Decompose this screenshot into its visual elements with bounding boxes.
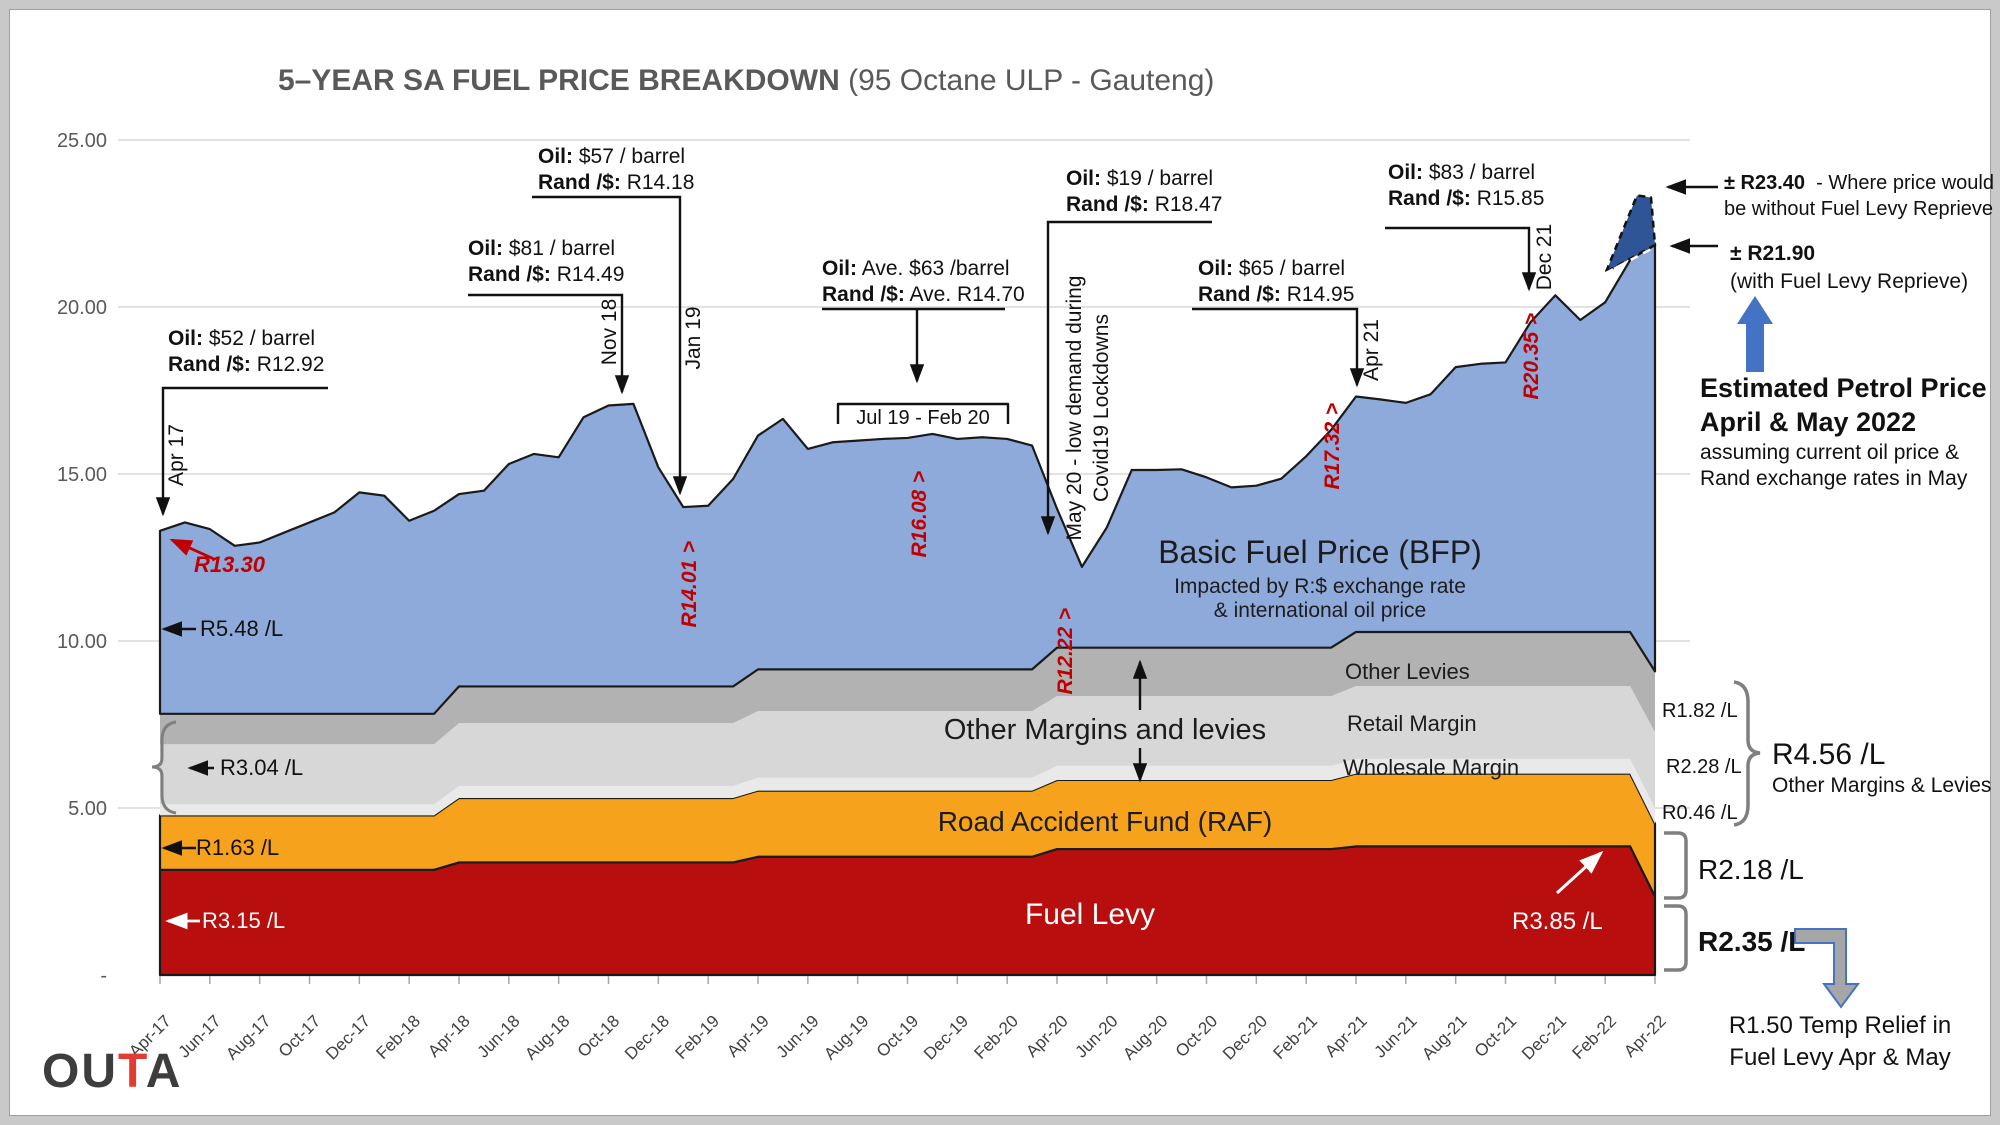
component-other-levies: R1.82 /L xyxy=(1662,700,1738,722)
svg-text:Jun-19: Jun-19 xyxy=(772,1011,822,1061)
up-arrow-glyph: > xyxy=(1321,402,1344,415)
svg-text:Feb-21: Feb-21 xyxy=(1269,1011,1321,1063)
callout-apr17: Oil: $52 / barrel Rand /$: R12.92 xyxy=(168,327,325,377)
label-fuel-levy-385: R3.85 /L xyxy=(1512,908,1603,935)
estimate-title2: April & May 2022 xyxy=(1700,406,1917,437)
up-arrow-glyph: > xyxy=(1054,607,1077,620)
price-marker-apr17: R13.30 xyxy=(194,552,265,577)
svg-text:Oct-17: Oct-17 xyxy=(275,1011,325,1061)
no-reprieve-price: ± R23.40 xyxy=(1724,172,1806,194)
svg-text:Feb-22: Feb-22 xyxy=(1568,1011,1620,1063)
price-marker-oct19: R16.08> xyxy=(908,470,931,558)
title-main: 5–YEAR SA FUEL PRICE BREAKDOWN xyxy=(278,64,840,97)
callout-jan19: Oil: $57 / barrel Rand /$: R14.18 xyxy=(538,145,695,195)
svg-text:Dec-20: Dec-20 xyxy=(1219,1011,1271,1063)
left-label-margins: R3.04 /L xyxy=(220,755,304,780)
page-title: 5–YEAR SA FUEL PRICE BREAKDOWN (95 Octan… xyxy=(278,64,1214,98)
svg-text:Apr-22: Apr-22 xyxy=(1620,1011,1670,1061)
date-label-apr21: Apr 21 xyxy=(1360,319,1383,381)
svg-text:10.00: 10.00 xyxy=(57,631,107,653)
component-wholesale: R0.46 /L xyxy=(1662,802,1738,824)
estimate-sub2: Rand exchange rates in May xyxy=(1700,466,1968,490)
svg-text:Jun-21: Jun-21 xyxy=(1370,1011,1420,1061)
component-retail: R2.28 /L xyxy=(1666,756,1742,778)
outa-logo: OUTA xyxy=(42,1045,183,1098)
svg-text:Aug-17: Aug-17 xyxy=(222,1011,274,1063)
svg-text:Dec-17: Dec-17 xyxy=(322,1011,374,1063)
svg-text:-: - xyxy=(100,965,107,987)
svg-text:20.00: 20.00 xyxy=(57,297,107,319)
band-label-other-levies: Other Levies xyxy=(1345,659,1470,684)
svg-text:Aug-19: Aug-19 xyxy=(820,1011,872,1063)
band-label-fuel-levy: Fuel Levy xyxy=(1024,898,1156,931)
bfp-sub1: Impacted by R:$ exchange rate xyxy=(1174,575,1466,598)
date-label-nov18: Nov 18 xyxy=(598,298,621,366)
band-label-retail-margin: Retail Margin xyxy=(1347,711,1477,736)
relief-note: R1.50 Temp Relief in Fuel Levy Apr & May xyxy=(1728,1012,1952,1072)
margins-total-block: R4.56 /L Other Margins & Levies xyxy=(1772,738,1991,798)
band-label-other-margins: Other Margins and levies xyxy=(943,714,1267,746)
callout-apr21: Oil: $65 / barrel Rand /$: R14.95 xyxy=(1198,257,1355,307)
svg-text:Aug-20: Aug-20 xyxy=(1119,1011,1171,1063)
margins-total: R4.56 /L xyxy=(1772,738,1886,771)
svg-text:Jun-18: Jun-18 xyxy=(473,1011,523,1061)
price-marker-dec21: R20.35> xyxy=(1520,312,1543,400)
svg-text:Dec-21: Dec-21 xyxy=(1518,1011,1570,1063)
svg-text:Aug-18: Aug-18 xyxy=(521,1011,573,1063)
svg-text:Oct-20: Oct-20 xyxy=(1172,1011,1222,1061)
estimate-sub1: assuming current oil price & xyxy=(1700,440,1960,464)
callout-jul19-feb20: Oil: Ave. $63 /barrel Rand /$: Ave. R14.… xyxy=(822,257,1025,307)
no-reprieve-note: ± R23.40 - Where price would be without … xyxy=(1724,172,1994,220)
raf-total: R2.18 /L xyxy=(1698,854,1804,885)
svg-text:Jun-20: Jun-20 xyxy=(1071,1011,1121,1061)
up-arrow-glyph: > xyxy=(1520,312,1543,325)
title-sub: (95 Octane ULP - Gauteng) xyxy=(848,64,1215,97)
svg-text:5.00: 5.00 xyxy=(68,798,107,820)
bracket-label-jul19-feb20: Jul 19 - Feb 20 xyxy=(856,407,990,429)
svg-text:Feb-18: Feb-18 xyxy=(372,1011,424,1063)
logo-red-letter: T xyxy=(118,1045,146,1098)
svg-text:Oct-19: Oct-19 xyxy=(873,1011,923,1061)
svg-text:Feb-20: Feb-20 xyxy=(970,1011,1022,1063)
svg-text:Apr-19: Apr-19 xyxy=(723,1011,773,1061)
band-label-wholesale-margin: Wholesale Margin xyxy=(1343,755,1520,780)
up-arrow-glyph: > xyxy=(908,470,931,483)
bfp-sub2: & international oil price xyxy=(1213,599,1427,622)
svg-text:Feb-19: Feb-19 xyxy=(671,1011,723,1063)
svg-text:Aug-21: Aug-21 xyxy=(1418,1011,1470,1063)
svg-text:Apr-20: Apr-20 xyxy=(1022,1011,1072,1061)
svg-text:25.00: 25.00 xyxy=(57,130,107,152)
margins-total-label: Other Margins & Levies xyxy=(1772,774,1992,797)
svg-text:Oct-21: Oct-21 xyxy=(1471,1011,1521,1061)
estimate-note: Estimated Petrol Price April & May 2022 … xyxy=(1700,372,1987,492)
svg-text:15.00: 15.00 xyxy=(57,464,107,486)
bfp-title: Basic Fuel Price (BFP) xyxy=(1158,534,1482,570)
price-marker-jan19: R14.01> xyxy=(678,540,701,628)
up-arrow-glyph: > xyxy=(678,540,701,553)
callout-may20: Oil: $19 / barrel Rand /$: R18.47 xyxy=(1066,167,1223,217)
fuel-levy-total: R2.35 /L xyxy=(1698,926,1806,957)
callout-dec21: Oil: $83 / barrel Rand /$: R15.85 xyxy=(1388,161,1545,211)
with-reprieve-note: ± R21.90 (with Fuel Levy Reprieve) xyxy=(1730,242,1969,294)
svg-text:Apr-18: Apr-18 xyxy=(424,1011,474,1061)
date-label-jan19: Jan 19 xyxy=(682,306,705,370)
svg-text:Oct-18: Oct-18 xyxy=(574,1011,624,1061)
svg-text:Apr-21: Apr-21 xyxy=(1321,1011,1371,1061)
with-reprieve-price: ± R21.90 xyxy=(1730,242,1816,265)
price-marker-apr21: R17.32> xyxy=(1321,402,1344,490)
date-label-may20-covid: May 20 - low demand during Covid19 Lockd… xyxy=(1063,275,1114,541)
callout-nov18: Oil: $81 / barrel Rand /$: R14.49 xyxy=(468,237,625,287)
bfp-label-block: Basic Fuel Price (BFP) Impacted by R:$ e… xyxy=(1150,534,1490,623)
date-label-apr17: Apr 17 xyxy=(165,424,188,486)
left-label-bfp: R5.48 /L xyxy=(200,616,284,641)
svg-text:Dec-18: Dec-18 xyxy=(621,1011,673,1063)
svg-text:Dec-19: Dec-19 xyxy=(920,1011,972,1063)
estimate-title1: Estimated Petrol Price xyxy=(1700,373,1987,403)
left-label-fuel-levy: R3.15 /L xyxy=(202,908,286,933)
band-label-raf: Road Accident Fund (RAF) xyxy=(937,806,1273,837)
left-label-raf: R1.63 /L xyxy=(196,835,280,860)
price-marker-may20: R12.22> xyxy=(1054,607,1077,695)
